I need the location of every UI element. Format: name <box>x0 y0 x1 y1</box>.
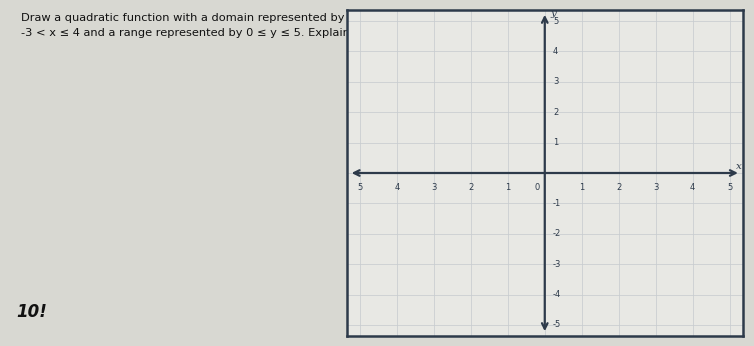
Text: 2: 2 <box>553 108 558 117</box>
Text: 1: 1 <box>579 183 584 192</box>
Text: 5: 5 <box>727 183 732 192</box>
Text: 4: 4 <box>553 47 558 56</box>
Text: -5: -5 <box>553 320 561 329</box>
Text: 2: 2 <box>616 183 621 192</box>
Text: 3: 3 <box>431 183 437 192</box>
Text: 4: 4 <box>690 183 695 192</box>
Text: -3: -3 <box>553 260 561 269</box>
Text: 2: 2 <box>468 183 474 192</box>
Text: 10!: 10! <box>17 303 48 321</box>
Text: 4: 4 <box>394 183 400 192</box>
Text: 5: 5 <box>357 183 363 192</box>
Text: 1: 1 <box>553 138 558 147</box>
Text: -2: -2 <box>553 229 561 238</box>
Text: 0: 0 <box>534 183 539 192</box>
Text: 1: 1 <box>505 183 510 192</box>
Text: 3: 3 <box>553 77 558 86</box>
Text: y: y <box>550 9 556 18</box>
Text: 3: 3 <box>653 183 658 192</box>
Text: Draw a quadratic function with a domain represented by
-3 < x ≤ 4 and a range re: Draw a quadratic function with a domain … <box>21 13 354 38</box>
Text: 5: 5 <box>553 17 558 26</box>
Text: -1: -1 <box>553 199 561 208</box>
Text: -4: -4 <box>553 290 561 299</box>
Text: x: x <box>736 162 742 171</box>
